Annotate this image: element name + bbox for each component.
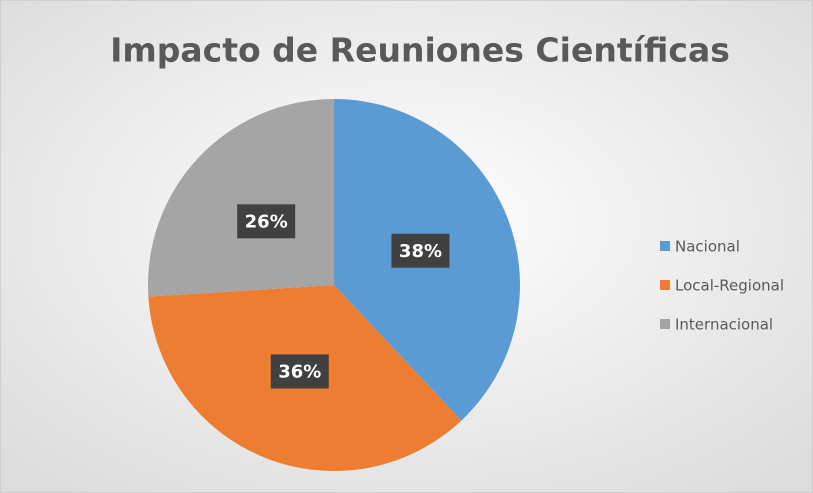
legend-swatch bbox=[660, 319, 670, 329]
legend-swatch bbox=[660, 241, 670, 251]
data-label: 38% bbox=[399, 241, 442, 262]
data-labels: 38% 36% 26% bbox=[237, 204, 450, 389]
legend-label: Nacional bbox=[675, 238, 740, 256]
legend-label: Local-Regional bbox=[675, 277, 784, 295]
data-label-box bbox=[237, 204, 296, 239]
legend: Nacional Local-Regional Internacional bbox=[660, 238, 784, 334]
chart-title: Impacto de Reuniones Científicas bbox=[110, 31, 730, 70]
data-label: 36% bbox=[278, 361, 321, 382]
data-label: 26% bbox=[245, 211, 288, 232]
legend-swatch bbox=[660, 280, 670, 290]
data-label-box bbox=[270, 354, 329, 389]
legend-label: Internacional bbox=[675, 316, 773, 334]
pie-slice bbox=[148, 99, 334, 297]
data-label-box bbox=[391, 233, 450, 268]
pie bbox=[148, 99, 520, 472]
